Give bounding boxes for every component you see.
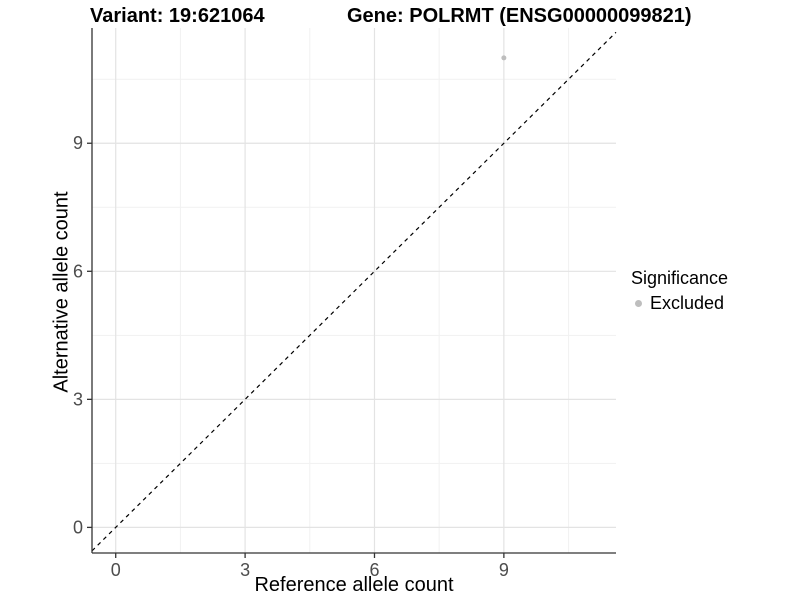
y-tick-label: 3 — [73, 389, 83, 409]
y-axis-title: Alternative allele count — [50, 191, 73, 393]
legend-item-excluded: Excluded — [631, 293, 728, 314]
y-tick-label: 0 — [73, 517, 83, 537]
x-tick-label: 9 — [499, 560, 509, 580]
excluded-point-icon — [635, 300, 642, 307]
y-tick-label: 6 — [73, 261, 83, 281]
x-axis-title: Reference allele count — [254, 574, 454, 596]
legend-title: Significance — [631, 268, 729, 288]
x-tick-label: 3 — [240, 560, 250, 580]
identity-line — [91, 31, 617, 552]
y-tick-label: 9 — [73, 133, 83, 153]
legend: Significance Excluded — [631, 268, 728, 314]
x-tick-label: 6 — [369, 560, 379, 580]
data-point — [501, 55, 507, 61]
legend-item-label: Excluded — [650, 293, 725, 313]
variant-title: Variant: 19:621064 — [90, 5, 265, 27]
x-tick-label: 0 — [111, 560, 121, 580]
gene-title: Gene: POLRMT (ENSG00000099821) — [347, 5, 692, 27]
